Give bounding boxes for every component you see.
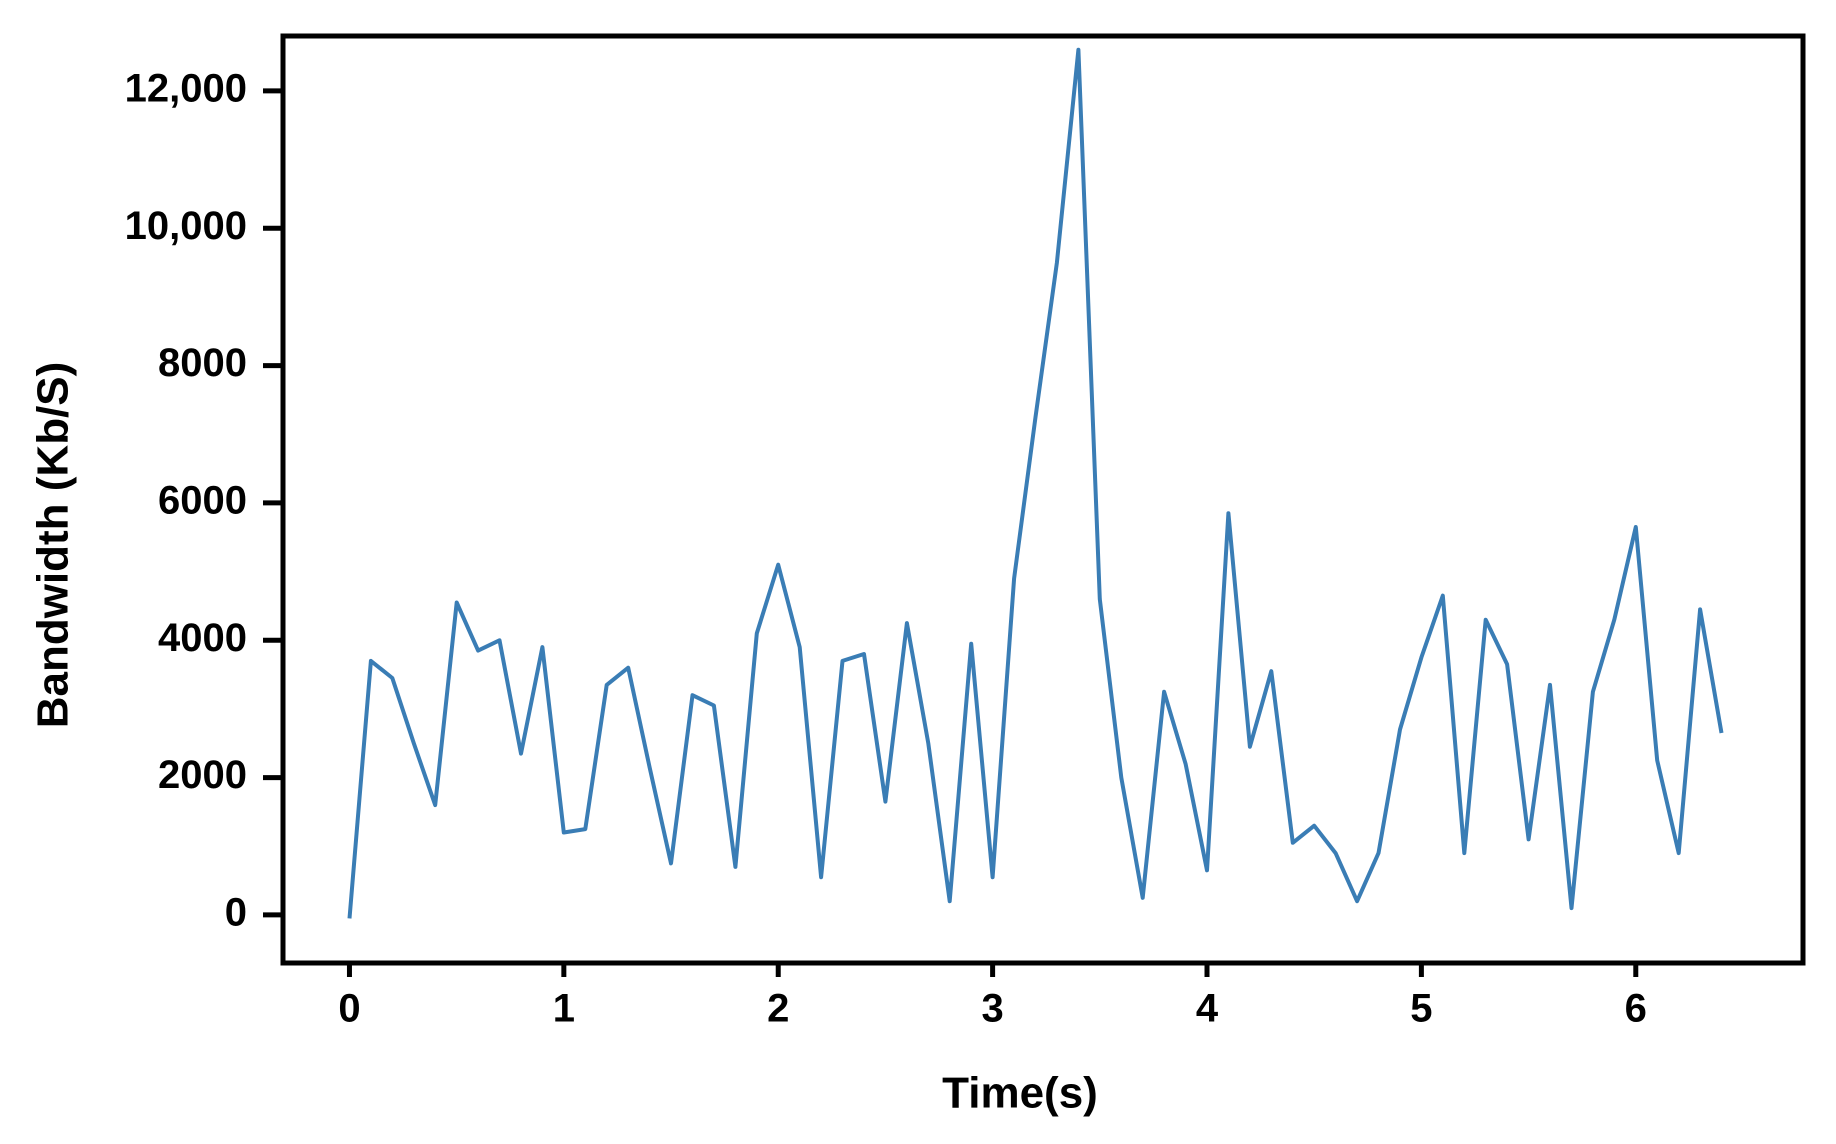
x-tick-label: 2 (767, 987, 789, 1031)
data-line (347, 47, 1724, 919)
x-tick-label: 1 (553, 987, 575, 1031)
y-tick-label: 8000 (158, 341, 247, 385)
y-axis-label: Bandwidth (Kb/S) (29, 362, 78, 729)
x-tick-label: 0 (338, 987, 360, 1031)
y-tick-label: 0 (225, 890, 247, 934)
y-tick-label: 2000 (158, 753, 247, 797)
y-tick-label: 10,000 (125, 204, 247, 248)
x-tick-label: 4 (1196, 987, 1219, 1031)
x-tick-label: 6 (1625, 987, 1647, 1031)
x-tick-label: 3 (981, 987, 1003, 1031)
plot-frame (280, 33, 1806, 966)
x-tick-label: 5 (1410, 987, 1432, 1031)
y-tick-label: 12,000 (125, 66, 247, 110)
y-tick-label: 6000 (158, 478, 247, 522)
x-axis-label: Time(s) (942, 1069, 1098, 1118)
y-tick-label: 4000 (158, 616, 247, 660)
